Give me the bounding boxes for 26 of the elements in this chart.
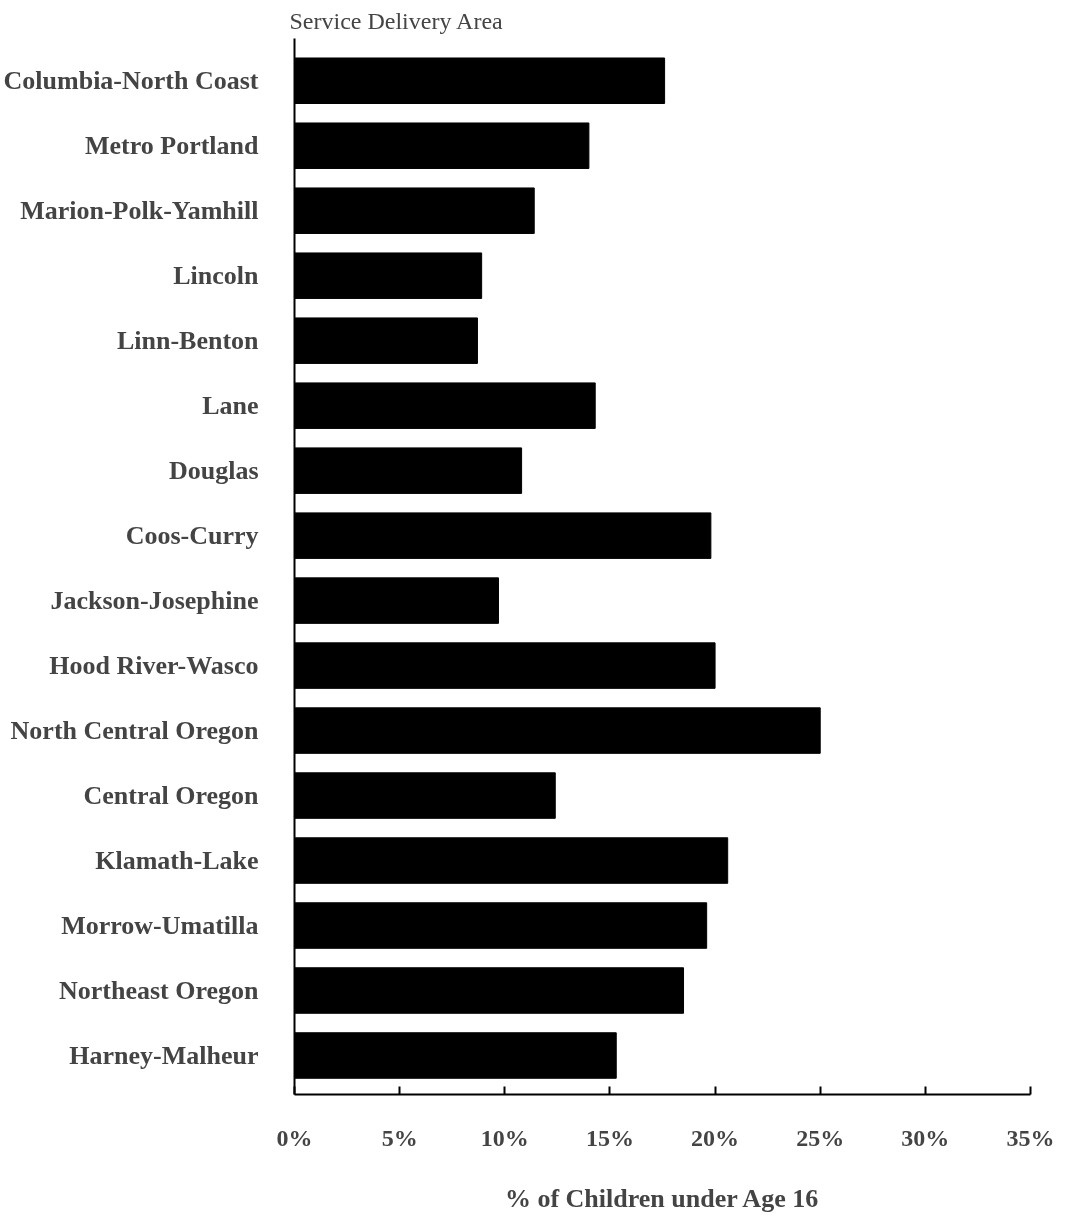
x-tick-label: 10% <box>480 1124 529 1151</box>
y-tick-label: North Central Oregon <box>10 716 260 746</box>
y-tick-label: Metro Portland <box>84 131 260 161</box>
y-tick-label: Morrow-Umatilla <box>61 911 259 941</box>
y-tick-label: Central Oregon <box>83 781 260 811</box>
x-tick-label: 15% <box>585 1124 634 1151</box>
x-tick-label: 5% <box>381 1124 418 1151</box>
x-axis-title: % of Children under Age 16 <box>504 1183 819 1213</box>
y-tick-label: Hood River-Wasco <box>49 651 259 681</box>
y-tick-label: Northeast Oregon <box>58 976 260 1006</box>
y-tick-label: Lane <box>202 391 259 421</box>
y-tick-label: Linn-Benton <box>116 326 260 356</box>
y-tick-label: Klamath-Lake <box>95 846 259 876</box>
y-tick-label: Jackson-Josephine <box>50 586 259 616</box>
x-tick-label: 35% <box>1006 1124 1055 1151</box>
y-axis-title: Service Delivery Area <box>289 7 504 34</box>
x-tick-label: 30% <box>901 1124 950 1151</box>
x-tick-label: 0% <box>276 1124 313 1151</box>
x-tick-label: 20% <box>691 1124 740 1151</box>
y-tick-label: Douglas <box>168 456 259 486</box>
y-tick-label: Harney-Malheur <box>69 1041 259 1071</box>
y-tick-label: Columbia-North Coast <box>3 66 259 96</box>
y-tick-label: Lincoln <box>173 261 260 291</box>
x-tick-label: 25% <box>796 1124 845 1151</box>
y-tick-label: Coos-Curry <box>125 521 259 551</box>
y-tick-label: Marion-Polk-Yamhill <box>20 196 259 226</box>
